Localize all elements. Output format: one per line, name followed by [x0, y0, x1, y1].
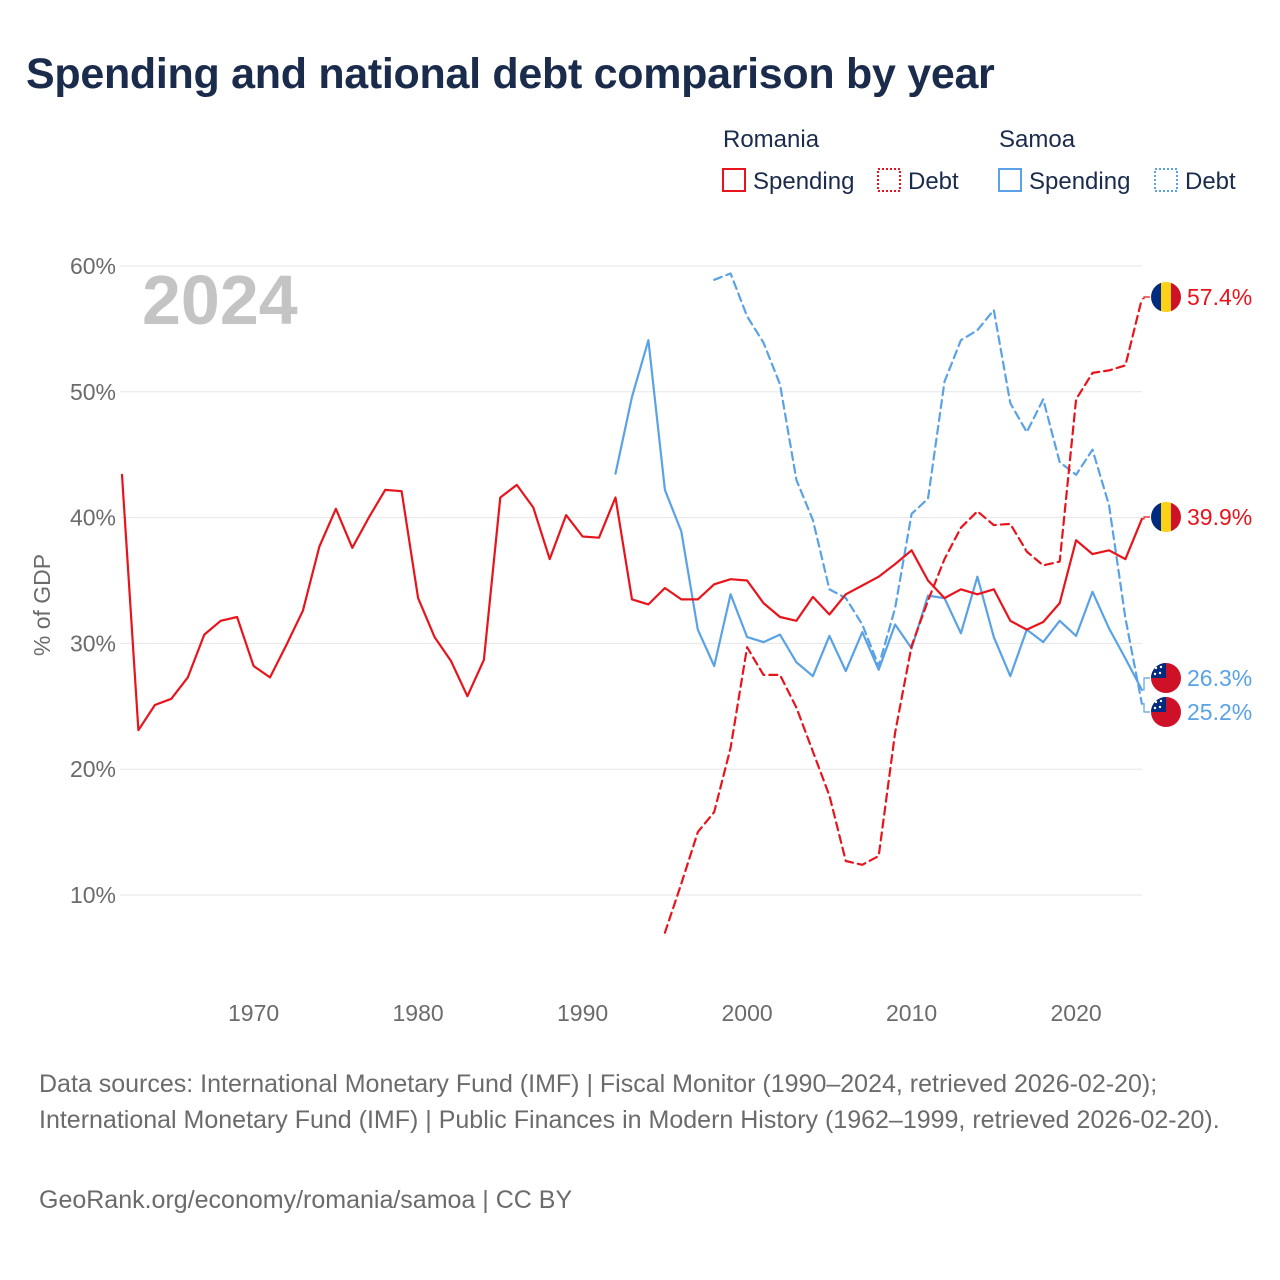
- legend-item-romania-debt[interactable]: Debt: [877, 168, 959, 195]
- end-label-romania-spending: 39.9%: [1151, 502, 1252, 532]
- series-line-samoa-spending: [614, 339, 1144, 692]
- samoa-flag-icon: [1151, 663, 1181, 693]
- end-label-samoa-spending: 26.3%: [1151, 663, 1252, 693]
- end-connector: [1141, 296, 1150, 300]
- end-connector: [1141, 516, 1150, 520]
- x-axis: 1970 1980 1990 2000 2010 2020: [228, 1000, 1102, 1026]
- y-tick-label: 10%: [70, 882, 116, 908]
- end-value-samoa-spending: 26.3%: [1187, 665, 1252, 691]
- y-axis-title: % of GDP: [29, 554, 55, 656]
- romania-flag-icon: [1151, 502, 1181, 532]
- legend-label-samoa-debt: Debt: [1185, 168, 1236, 195]
- legend-item-samoa-debt[interactable]: Debt: [1154, 168, 1236, 195]
- y-tick-label: 30%: [70, 630, 116, 656]
- legend-label-romania-debt: Debt: [908, 168, 959, 195]
- chart-canvas: Romania Samoa Spending Debt Spending Deb…: [29, 126, 1252, 1026]
- end-connector: [1141, 703, 1150, 713]
- x-tick-label: 2010: [886, 1000, 937, 1026]
- end-value-romania-debt: 57.4%: [1187, 284, 1252, 310]
- legend-group-samoa: Samoa: [999, 126, 1076, 153]
- legend-label-samoa-spending: Spending: [1029, 168, 1130, 195]
- romania-flag-icon: [1151, 282, 1181, 312]
- legend-group-romania: Romania: [723, 126, 820, 153]
- x-tick-label: 2020: [1051, 1000, 1102, 1026]
- legend: Romania Samoa Spending Debt Spending Deb…: [722, 126, 1236, 195]
- x-tick-label: 1990: [557, 1000, 608, 1026]
- series-line-romania-debt: [663, 297, 1144, 934]
- y-tick-label: 20%: [70, 756, 116, 782]
- series-lines: [120, 272, 1144, 934]
- legend-item-samoa-spending[interactable]: Spending: [998, 168, 1130, 195]
- end-value-samoa-debt: 25.2%: [1187, 699, 1252, 725]
- y-tick-label: 40%: [70, 505, 116, 531]
- x-tick-label: 1980: [393, 1000, 444, 1026]
- chart-title: Spending and national debt comparison by…: [26, 50, 995, 98]
- end-connector: [1141, 677, 1150, 691]
- end-connectors: [1141, 296, 1150, 713]
- y-axis: 10% 20% 30% 40% 50% 60%: [70, 253, 116, 908]
- series-line-romania-spending: [120, 473, 1144, 732]
- end-label-samoa-debt: 25.2%: [1151, 697, 1252, 727]
- x-tick-label: 2000: [722, 1000, 773, 1026]
- legend-swatch-samoa-debt: [1154, 168, 1178, 192]
- y-tick-label: 50%: [70, 379, 116, 405]
- y-tick-label: 60%: [70, 253, 116, 279]
- series-line-samoa-debt: [713, 272, 1144, 705]
- end-label-romania-debt: 57.4%: [1151, 282, 1252, 312]
- x-tick-label: 1970: [228, 1000, 279, 1026]
- legend-swatch-romania-debt: [877, 168, 901, 192]
- credit-link[interactable]: GeoRank.org/economy/romania/samoa | CC B…: [39, 1186, 573, 1214]
- legend-swatch-romania-spending: [722, 168, 746, 192]
- data-sources-note: Data sources: International Monetary Fun…: [39, 1070, 1220, 1134]
- year-watermark: 2024: [142, 261, 298, 339]
- legend-label-romania-spending: Spending: [753, 168, 854, 195]
- gridlines: [120, 265, 1142, 896]
- end-value-romania-spending: 39.9%: [1187, 504, 1252, 530]
- legend-swatch-samoa-spending: [998, 168, 1022, 192]
- samoa-flag-icon: [1151, 697, 1181, 727]
- legend-item-romania-spending[interactable]: Spending: [722, 168, 854, 195]
